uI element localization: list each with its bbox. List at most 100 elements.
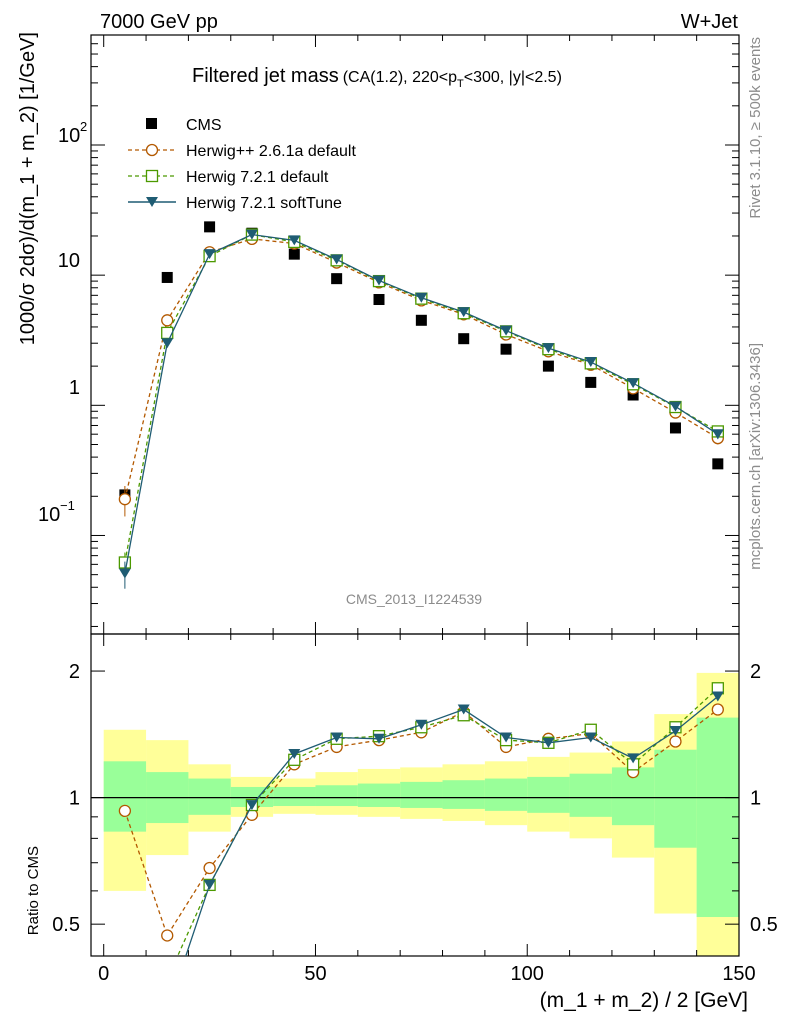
ratio-point-herwig-2-6-1a-default-0 xyxy=(118,804,132,818)
legend-label-herwig7-softtune: Herwig 7.2.1 softTune xyxy=(186,195,342,212)
top-y-tick-labels: 10 2 10 1 10 −1 xyxy=(38,119,87,526)
ratio-point-herwig-7-2-1-softtune-7 xyxy=(415,719,428,730)
source-label: mcplots.cern.ch [arXiv:1306.3436] xyxy=(747,343,764,570)
legend-item-herwigpp: Herwig++ 2.6.1a default xyxy=(128,143,356,160)
y-axis-label-top: 1000/σ 2dσ)/d(m_1 + m_2) [1/GeV] xyxy=(17,32,39,345)
band-stat-14 xyxy=(696,717,739,918)
ytick-100-exponent: 2 xyxy=(80,119,87,134)
point-herwig-2-6-1a-default-0 xyxy=(118,493,132,506)
point-herwig-7-2-1-softtune-8 xyxy=(457,307,470,318)
ratio-point-herwig-7-2-1-softtune-14 xyxy=(711,691,724,702)
point-cms-7 xyxy=(415,314,427,326)
main-panel-data xyxy=(118,221,724,589)
ratio-point-herwig-7-2-1-softtune-12 xyxy=(627,753,640,764)
ratio-point-herwig-7-2-1-softtune-5 xyxy=(330,732,343,743)
bot-y-tick-label-right-1: 1 xyxy=(750,788,761,810)
point-herwig-7-2-1-softtune-6 xyxy=(373,275,385,286)
ratio-point-herwig-2-6-1a-default-13 xyxy=(669,735,682,748)
point-cms-13 xyxy=(669,422,681,434)
legend-marker-herwig7-softtune xyxy=(146,197,158,207)
legend-item-herwig7-default: Herwig 7.2.1 default xyxy=(128,169,329,186)
ratio-point-herwig-7-2-1-softtune-2 xyxy=(203,879,216,890)
point-cms-1 xyxy=(161,271,173,283)
ytick-0.1-exponent: −1 xyxy=(60,498,75,513)
legend-label-cms: CMS xyxy=(186,117,222,134)
point-cms-8 xyxy=(458,333,470,345)
ratio-point-herwig-7-2-1-softtune-10 xyxy=(542,737,555,748)
axis-ticks: 0 50 100 150 0.5 0.5 1 1 2 2 xyxy=(52,34,778,985)
point-herwig-7-2-1-softtune-9 xyxy=(500,325,513,336)
band-stat-11 xyxy=(569,773,612,817)
x-tick-label-150: 150 xyxy=(722,963,755,985)
band-stat-4 xyxy=(273,786,316,807)
legend-marker-herwigpp xyxy=(145,143,159,157)
analysis-label: CMS_2013_I1224539 xyxy=(346,591,482,607)
point-cms-10 xyxy=(542,360,554,372)
bot-y-tick-label-right-2: 2 xyxy=(750,661,761,683)
x-tick-label-100: 100 xyxy=(511,963,544,985)
point-herwig-7-2-1-softtune-11 xyxy=(584,357,597,368)
point-cms-2 xyxy=(204,221,216,233)
point-herwig-7-2-1-default-1 xyxy=(161,326,174,340)
band-stat-5 xyxy=(315,785,358,807)
point-cms-14 xyxy=(712,458,724,470)
ytick-0.1: 10 xyxy=(38,504,60,526)
x-tick-label-50: 50 xyxy=(304,963,326,985)
plot-title: Filtered jet mass (CA(1.2), 220<pT<300, |… xyxy=(192,65,562,90)
bot-y-tick-label-left-1: 1 xyxy=(69,788,80,810)
band-stat-13 xyxy=(654,749,697,848)
ratio-bands xyxy=(91,672,739,956)
legend-item-cms: CMS xyxy=(146,117,222,134)
point-herwig-2-6-1a-default-1 xyxy=(161,314,174,327)
series-line-herwig-7-2-1-softtune xyxy=(124,233,719,574)
header-right: W+Jet xyxy=(681,11,739,33)
ratio-point-herwig-7-2-1-softtune-13 xyxy=(669,726,682,737)
legend-label-herwig7-default: Herwig 7.2.1 default xyxy=(186,169,329,186)
ytick-100: 10 xyxy=(58,125,80,147)
band-stat-9 xyxy=(484,778,528,811)
point-herwig-7-2-1-softtune-4 xyxy=(288,235,301,246)
ratio-point-herwig-2-6-1a-default-2 xyxy=(203,861,216,875)
point-herwig-7-2-1-softtune-3 xyxy=(245,229,258,240)
ratio-point-herwig-2-6-1a-default-1 xyxy=(161,929,174,942)
point-herwig-7-2-1-softtune-14 xyxy=(711,429,724,440)
band-stat-7 xyxy=(400,781,443,808)
point-cms-5 xyxy=(331,273,343,285)
band-stat-2 xyxy=(188,778,231,815)
point-cms-6 xyxy=(373,294,385,306)
ratio-point-herwig-7-2-1-softtune-8 xyxy=(457,704,470,715)
ratio-panel-data xyxy=(118,682,724,956)
ytick-1: 1 xyxy=(69,377,80,399)
band-stat-8 xyxy=(442,780,485,809)
ratio-point-herwig-7-2-1-softtune-11 xyxy=(584,732,597,743)
point-herwig-7-2-1-softtune-1 xyxy=(161,338,174,349)
ytick-10: 10 xyxy=(58,250,80,272)
series-line-herwig-7-2-1-default xyxy=(124,233,719,563)
point-herwig-7-2-1-softtune-13 xyxy=(669,401,682,412)
header-left: 7000 GeV pp xyxy=(100,11,218,33)
rivet-label: Rivet 3.1.10, ≥ 500k events xyxy=(747,37,764,219)
x-tick-label-0: 0 xyxy=(98,963,109,985)
point-herwig-7-2-1-softtune-5 xyxy=(330,254,343,265)
ratio-point-herwig-7-2-1-softtune-4 xyxy=(288,748,301,759)
y-axis-label-bottom: Ratio to CMS xyxy=(25,846,42,935)
point-cms-11 xyxy=(585,376,597,388)
legend-item-herwig7-softtune: Herwig 7.2.1 softTune xyxy=(128,195,342,212)
ratio-point-herwig-2-6-1a-default-14 xyxy=(711,703,724,716)
band-stat-10 xyxy=(527,776,570,813)
series-line-herwig-2-6-1a-default xyxy=(124,238,719,500)
point-herwig-7-2-1-softtune-2 xyxy=(203,249,216,260)
point-herwig-7-2-1-softtune-12 xyxy=(627,378,640,389)
point-cms-9 xyxy=(500,343,512,355)
legend-marker-herwig7-default xyxy=(145,169,159,183)
legend-marker-cms xyxy=(146,118,157,129)
ratio-point-herwig-7-2-1-softtune-3 xyxy=(245,800,258,811)
point-herwig-7-2-1-softtune-10 xyxy=(542,343,555,354)
ratio-point-herwig-7-2-1-softtune-9 xyxy=(500,732,513,743)
x-axis-label: (m_1 + m_2) / 2 [GeV] xyxy=(540,989,748,1012)
band-stat-0 xyxy=(103,761,147,832)
legend-label-herwigpp: Herwig++ 2.6.1a default xyxy=(186,143,356,160)
ratio-panel-frame xyxy=(90,633,740,957)
bot-y-tick-label-left-0.5: 0.5 xyxy=(52,914,80,936)
